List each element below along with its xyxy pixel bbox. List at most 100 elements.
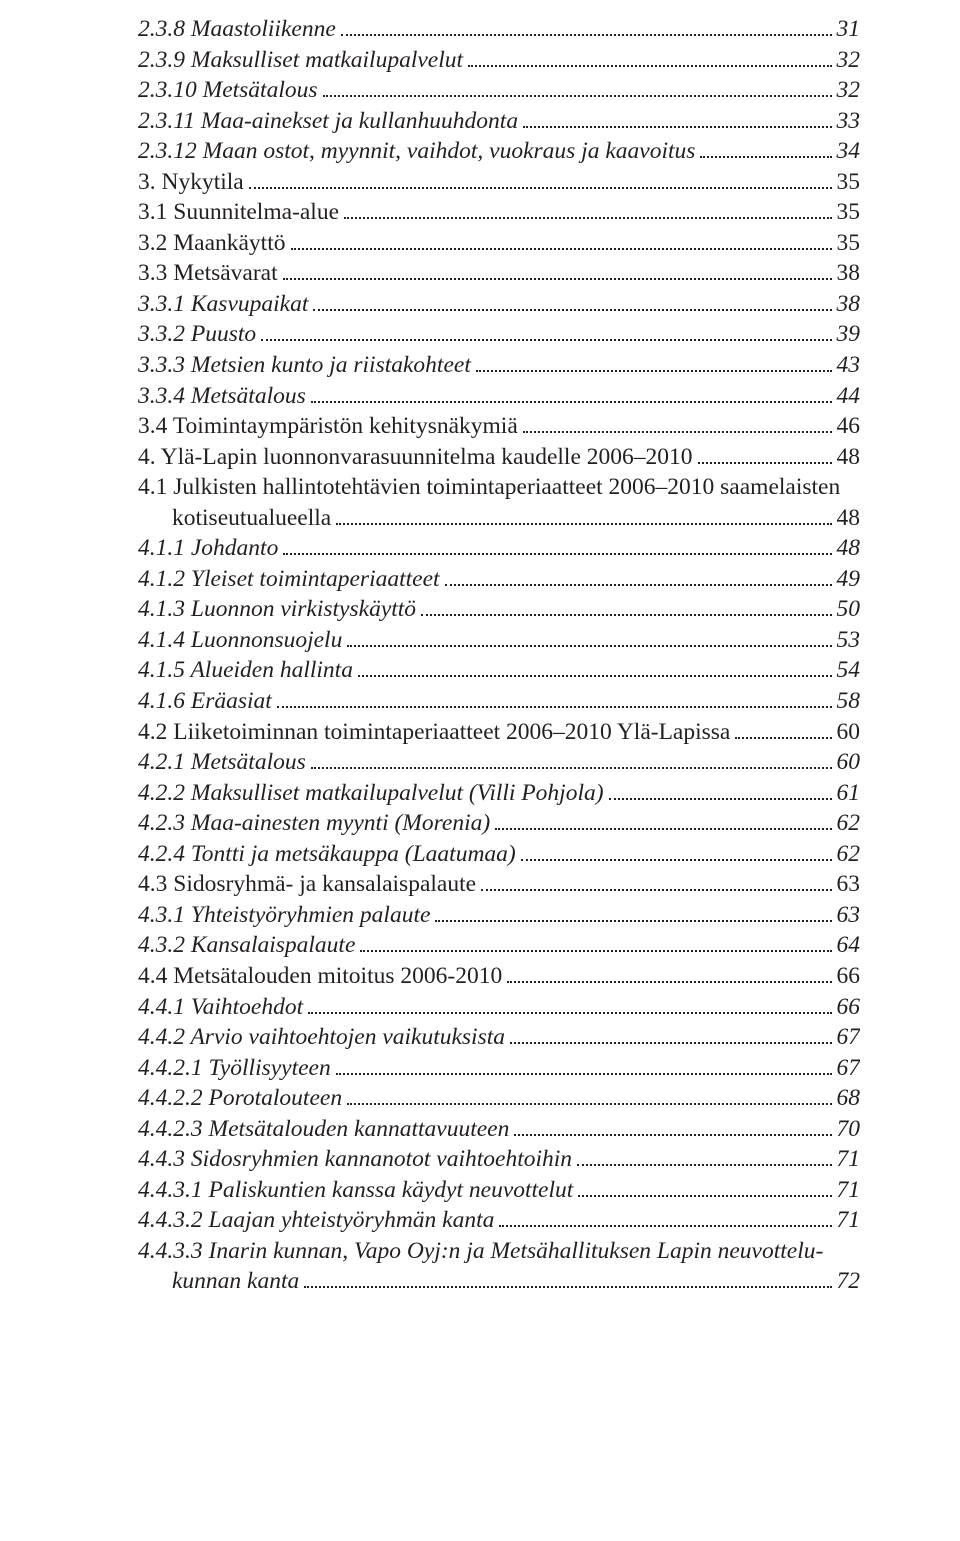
toc-page-number: 67 bbox=[837, 1053, 861, 1084]
toc-entry: 4.4 Metsätalouden mitoitus 2006-2010 66 bbox=[138, 961, 860, 992]
toc-leader-dots bbox=[308, 995, 831, 1013]
toc-entry: 2.3.9 Maksulliset matkailupalvelut 32 bbox=[138, 45, 860, 76]
toc-page-number: 32 bbox=[837, 75, 861, 106]
toc-page-number: 48 bbox=[837, 533, 861, 564]
toc-entry: 4.4.2 Arvio vaihtoehtojen vaikutuksista … bbox=[138, 1022, 860, 1053]
toc-leader-dots bbox=[283, 262, 832, 280]
toc-entry: 4.4.3.1 Paliskuntien kanssa käydyt neuvo… bbox=[138, 1175, 860, 1206]
toc-page-number: 60 bbox=[837, 717, 861, 748]
toc-leader-dots bbox=[499, 1209, 831, 1227]
toc-page-number: 50 bbox=[837, 594, 861, 625]
toc-entry: 4.4.2.2 Porotalouteen 68 bbox=[138, 1083, 860, 1114]
toc-entry-label: 4.1.4 Luonnonsuojelu bbox=[138, 625, 342, 656]
toc-entry: 2.3.8 Maastoliikenne 31 bbox=[138, 14, 860, 45]
toc-page-number: 33 bbox=[837, 106, 861, 137]
toc-leader-dots bbox=[347, 1087, 831, 1105]
toc-page-number: 72 bbox=[837, 1266, 861, 1297]
toc-entry-label: 3.3 Metsävarat bbox=[138, 258, 278, 289]
toc-page-number: 39 bbox=[837, 319, 861, 350]
toc-page-number: 64 bbox=[837, 930, 861, 961]
toc-entry-label: 3.3.2 Puusto bbox=[138, 319, 256, 350]
toc-entry: 4.2.4 Tontti ja metsäkauppa (Laatumaa) 6… bbox=[138, 839, 860, 870]
toc-page-number: 63 bbox=[837, 869, 861, 900]
toc-entry-label: 4.4 Metsätalouden mitoitus 2006-2010 bbox=[138, 961, 502, 992]
toc-leader-dots bbox=[336, 1056, 832, 1074]
toc-page-number: 49 bbox=[837, 564, 861, 595]
toc-entry: 4. Ylä-Lapin luonnonvarasuunnitelma kaud… bbox=[138, 442, 860, 473]
toc-leader-dots bbox=[323, 79, 832, 97]
toc-leader-dots bbox=[609, 781, 832, 799]
toc-page-number: 58 bbox=[837, 686, 861, 717]
toc-entry-label: 4.4.1 Vaihtoehdot bbox=[138, 992, 303, 1023]
toc-entry: 2.3.11 Maa-ainekset ja kullanhuuhdonta 3… bbox=[138, 106, 860, 137]
toc-page-number: 71 bbox=[837, 1144, 861, 1175]
toc-page-number: 38 bbox=[837, 289, 861, 320]
toc-leader-dots bbox=[291, 231, 832, 249]
toc-page-number: 48 bbox=[837, 503, 861, 534]
toc-leader-dots bbox=[698, 445, 832, 463]
toc-leader-dots bbox=[311, 384, 832, 402]
toc-page-number: 67 bbox=[837, 1022, 861, 1053]
toc-page-number: 68 bbox=[837, 1083, 861, 1114]
toc-entry: 3.3.2 Puusto 39 bbox=[138, 319, 860, 350]
toc-page-number: 44 bbox=[837, 381, 861, 412]
toc-entry-label: 4.4.2.3 Metsätalouden kannattavuuteen bbox=[138, 1114, 509, 1145]
toc-entry-label: 4.2 Liiketoiminnan toimintaperiaatteet 2… bbox=[138, 717, 730, 748]
toc-leader-dots bbox=[249, 170, 832, 188]
toc-entry: 4.3.1 Yhteistyöryhmien palaute 63 bbox=[138, 900, 860, 931]
toc-leader-dots bbox=[421, 598, 831, 616]
toc-entry-label: 2.3.12 Maan ostot, myynnit, vaihdot, vuo… bbox=[138, 136, 695, 167]
toc-page-number: 48 bbox=[837, 442, 861, 473]
toc-entry-label: 3.3.4 Metsätalous bbox=[138, 381, 306, 412]
toc-leader-dots bbox=[523, 415, 832, 433]
toc-entry-label: 4.4.3.1 Paliskuntien kanssa käydyt neuvo… bbox=[138, 1175, 573, 1206]
toc-entry-label: 4.2.2 Maksulliset matkailupalvelut (Vill… bbox=[138, 778, 604, 809]
toc-page-number: 31 bbox=[837, 14, 861, 45]
toc-page-number: 43 bbox=[837, 350, 861, 381]
toc-entry-label: 4.1 Julkisten hallintotehtävien toiminta… bbox=[138, 474, 840, 500]
toc-page-number: 61 bbox=[837, 778, 861, 809]
toc-page-number: 35 bbox=[837, 197, 861, 228]
toc-page-number: 35 bbox=[837, 228, 861, 259]
toc-leader-dots bbox=[313, 292, 831, 310]
toc-page-number: 60 bbox=[837, 747, 861, 778]
toc-entry: 4.1 Julkisten hallintotehtävien toiminta… bbox=[138, 472, 860, 533]
toc-leader-dots bbox=[261, 323, 831, 341]
toc-entry-label: 3.3.3 Metsien kunto ja riistakohteet bbox=[138, 350, 471, 381]
toc-entry-label: 4.1.5 Alueiden hallinta bbox=[138, 655, 353, 686]
toc-entry: 4.2 Liiketoiminnan toimintaperiaatteet 2… bbox=[138, 717, 860, 748]
toc-leader-dots bbox=[277, 690, 832, 708]
toc-leader-dots bbox=[283, 537, 831, 555]
toc-page-number: 71 bbox=[837, 1175, 861, 1206]
toc-entry: 4.4.2.3 Metsätalouden kannattavuuteen 70 bbox=[138, 1114, 860, 1145]
toc-leader-dots bbox=[514, 1117, 831, 1135]
toc-page-number: 53 bbox=[837, 625, 861, 656]
toc-entry: 4.2.2 Maksulliset matkailupalvelut (Vill… bbox=[138, 778, 860, 809]
toc-entry-label: 4.3.1 Yhteistyöryhmien palaute bbox=[138, 900, 430, 931]
toc-page-number: 46 bbox=[837, 411, 861, 442]
toc-entry: 4.4.3 Sidosryhmien kannanotot vaihtoehto… bbox=[138, 1144, 860, 1175]
toc-entry: 3.4 Toimintaympäristön kehitysnäkymiä 46 bbox=[138, 411, 860, 442]
toc-entry-label: 4.4.2 Arvio vaihtoehtojen vaikutuksista bbox=[138, 1022, 505, 1053]
toc-entry: 3. Nykytila 35 bbox=[138, 167, 860, 198]
toc-leader-dots bbox=[468, 48, 831, 66]
toc-entry: 4.4.2.1 Työllisyyteen 67 bbox=[138, 1053, 860, 1084]
toc-entry: 4.4.1 Vaihtoehdot 66 bbox=[138, 992, 860, 1023]
toc-entry: 3.3 Metsävarat 38 bbox=[138, 258, 860, 289]
toc-entry-label: 4.1.1 Johdanto bbox=[138, 533, 278, 564]
toc-entry: 4.1.4 Luonnonsuojelu 53 bbox=[138, 625, 860, 656]
toc-entry: 3.3.1 Kasvupaikat 38 bbox=[138, 289, 860, 320]
table-of-contents: 2.3.8 Maastoliikenne 312.3.9 Maksulliset… bbox=[138, 14, 860, 1297]
toc-leader-dots bbox=[578, 1178, 831, 1196]
toc-entry-label: 3.2 Maankäyttö bbox=[138, 228, 286, 259]
toc-leader-dots bbox=[700, 140, 831, 158]
toc-entry-label: 4.4.2.1 Työllisyyteen bbox=[138, 1053, 331, 1084]
toc-entry: 4.1.2 Yleiset toimintaperiaatteet 49 bbox=[138, 564, 860, 595]
toc-entry-label: 2.3.8 Maastoliikenne bbox=[138, 14, 336, 45]
toc-entry: 3.3.3 Metsien kunto ja riistakohteet 43 bbox=[138, 350, 860, 381]
toc-leader-dots bbox=[358, 659, 832, 677]
toc-entry-label: 4.4.3.3 Inarin kunnan, Vapo Oyj:n ja Met… bbox=[138, 1238, 823, 1264]
toc-leader-dots bbox=[341, 18, 832, 36]
toc-entry-label: 4.2.3 Maa-ainesten myynti (Morenia) bbox=[138, 808, 490, 839]
toc-leader-dots bbox=[311, 751, 832, 769]
